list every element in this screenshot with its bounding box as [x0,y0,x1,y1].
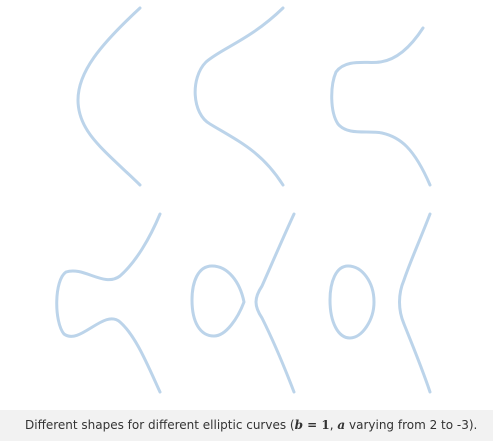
curve-bottom-middle-oval [190,264,246,338]
caption-prefix: Different shapes for different elliptic … [25,418,295,432]
elliptic-curves-figure [55,6,432,394]
curve-bottom-middle-branch [254,212,296,394]
curve-top-right [330,26,432,187]
curve-top-left [76,6,142,187]
curves-grid [55,6,432,394]
curve-top-middle [193,6,285,187]
caption-comma: , [329,418,338,432]
caption-b-variable: b [294,418,303,432]
caption-a-variable: a [337,418,346,432]
curve-bottom-left [55,212,162,394]
figure-caption: Different shapes for different elliptic … [0,410,493,441]
curve-bottom-right-oval [328,264,376,340]
caption-b-equals: = 1 [303,418,330,432]
curve-bottom-right-branch [398,212,432,394]
caption-suffix: varying from 2 to -3). [345,418,478,432]
